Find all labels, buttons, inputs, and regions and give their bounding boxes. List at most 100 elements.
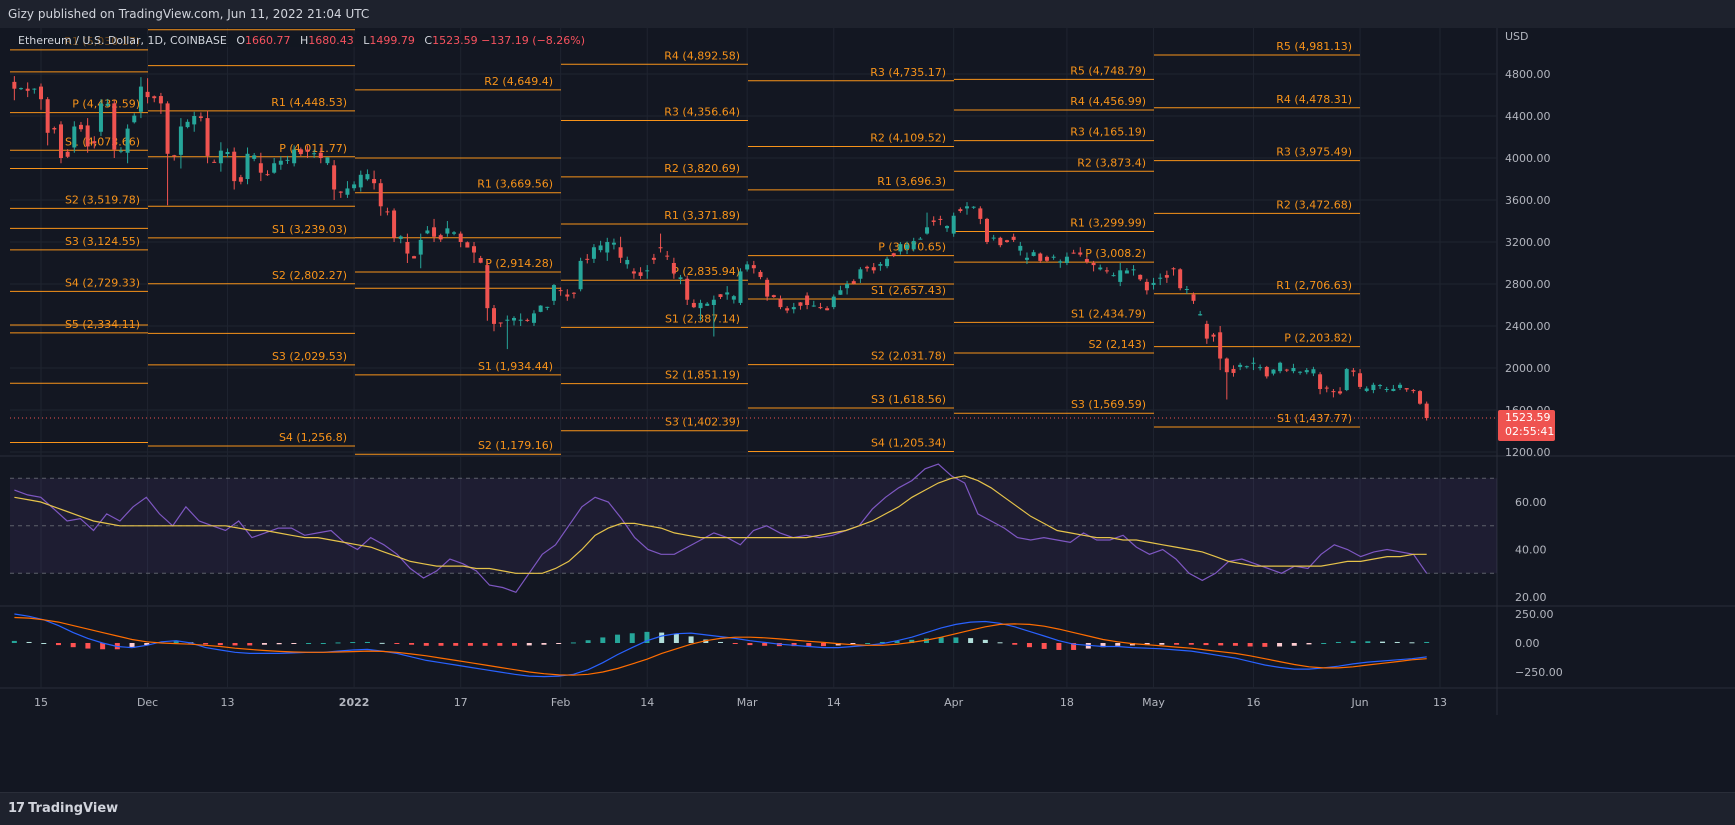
candle-body [352,184,357,189]
candle-body [891,253,896,256]
pivot-level-label: P (2,914.28) [485,257,553,270]
macd-histogram-bar [482,643,488,646]
macd-histogram-bar [1012,643,1018,645]
candle-body [1331,391,1336,393]
rsi-tick-label: 40.00 [1515,544,1547,557]
macd-histogram-bar [659,632,665,643]
macd-histogram-bar [1291,643,1297,646]
macd-histogram-bar [850,643,856,645]
pivot-level-label: S5 (2,334.11) [65,318,140,331]
candle-body [325,157,330,164]
candle-body [1011,236,1016,240]
candle-body [798,302,803,306]
candle-body [1091,263,1096,266]
macd-histogram-bar [762,643,768,646]
symbol-title: Ethereum / U.S. Dollar, 1D, COINBASE [18,34,227,47]
macd-histogram-bar [982,639,988,643]
candle-body [511,317,516,321]
candle-body [452,232,457,234]
price-tick-label: 4400.00 [1505,110,1551,123]
pivot-level-label: R1 (3,669.56) [477,178,553,191]
macd-histogram-bar [1100,643,1106,648]
candle-body [1284,369,1289,371]
rsi-tick-label: 20.00 [1515,591,1547,604]
candle-body [951,215,956,234]
candle-body [1264,366,1269,377]
macd-histogram-bar [865,643,871,644]
candle-body [1238,364,1243,367]
candle-body [78,124,83,130]
macd-histogram-bar [570,642,576,644]
macd-histogram-bar [453,643,459,646]
pivot-levels: R1 (5,030.17)P (4,432.59)S1 (4,073.66)S2… [10,29,1360,455]
candle-body [618,247,623,258]
macd-histogram-bar [1247,643,1253,647]
candle-body [1204,323,1209,339]
price-tick-label: 3600.00 [1505,194,1551,207]
candle-body [1198,314,1203,316]
candle-body [298,149,303,155]
candle-body [1004,240,1009,243]
macd-histogram-bar [129,643,135,648]
candle-body [278,160,283,165]
candle-body [1104,270,1109,272]
macd-histogram-bar [732,643,738,644]
macd-histogram-bar [879,641,885,643]
pivot-level-label: S2 (2,802.27) [272,269,347,282]
candle-body [705,303,710,306]
candle-body [745,264,750,270]
candle-body [918,238,923,240]
candle-body [711,299,716,305]
macd-histogram-bar [747,643,753,646]
candle-body [1058,261,1063,263]
price-tick-label: 1200.00 [1505,446,1551,459]
candle-body [551,285,556,301]
macd-histogram-bar [835,643,841,646]
candle-body [58,124,63,158]
candle-body [492,308,497,324]
pivot-level-label: R3 (4,735.17) [870,66,946,79]
candle-body [1398,384,1403,388]
high-label: H [299,34,309,47]
macd-histogram-bar [306,643,312,644]
candle-body [911,240,916,250]
candle-body [1018,245,1023,251]
candle-body [1231,368,1236,373]
candle-body [412,256,417,259]
time-tick-label: Mar [737,696,758,709]
candle-body [885,258,890,267]
candle-body [92,141,97,144]
candle-body [45,99,50,133]
candle-body [1044,256,1049,261]
candle-body [238,177,243,182]
macd-histogram-bar [438,643,444,646]
candle-body [1178,269,1183,289]
macd-histogram-bar [556,643,562,644]
candle-body [112,103,117,150]
candle-body [192,116,197,125]
macd-histogram-bar [350,642,356,644]
candle-body [1311,369,1316,374]
macd-histogram-bar [1394,641,1400,643]
candle-body [731,296,736,300]
candle-body [445,228,450,234]
last-price-countdown: 02:55:41 [1505,425,1554,438]
macd-histogram-bar [1159,643,1165,645]
chart-area[interactable]: 15 Dec 13 2022 17 Feb 14 Mar 14 Apr 18 May 16 Jun 13 48… [0,28,1735,790]
candle-body [485,265,490,309]
candle-body [1078,252,1083,255]
candle-body [591,247,596,259]
candle-body [1024,257,1029,260]
candle-body [1351,370,1356,372]
candle-body [925,227,930,234]
candle-body [1291,368,1296,372]
candle-body [1184,288,1189,290]
tradingview-logo[interactable]: 17 TradingView [8,801,118,816]
macd-histogram-bar [1232,643,1238,646]
macd-histogram-bar [585,640,591,643]
candle-body [292,149,297,164]
candle-body [818,307,823,309]
candle-body [1338,391,1343,394]
pivot-level-label: R3 (4,356.64) [664,106,740,119]
macd-histogram-bar [203,643,209,645]
